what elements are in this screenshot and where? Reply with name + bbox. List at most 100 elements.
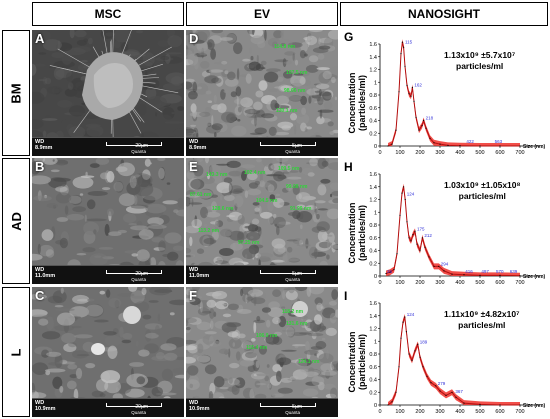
measurement-label: 99.08 nm [286, 184, 308, 190]
sem-texture [32, 287, 184, 417]
scale-bar-label: 20µm [135, 271, 148, 277]
y-tick-label: 1.2 [369, 68, 377, 74]
row-label-l-text: L [8, 348, 24, 356]
scale-bar [106, 270, 162, 274]
data-point [419, 356, 421, 358]
peak-label: 212 [424, 233, 432, 238]
data-point [415, 116, 417, 118]
data-point [406, 84, 408, 86]
data-point [391, 143, 393, 145]
x-tick-label: 600 [495, 150, 504, 156]
sem-info-bar: WD 10.9mm 5µm Quanta [186, 398, 338, 417]
instrument-label: Quanta [285, 277, 300, 282]
peak-label: 189 [420, 339, 428, 344]
y-tick-label: 0 [374, 274, 377, 280]
wd-value: 10.9mm [189, 406, 210, 412]
data-point [404, 316, 406, 318]
wd-value: 8.9mm [189, 145, 207, 151]
header-ev: EV [186, 2, 338, 26]
working-distance: WD 8.9mm [189, 139, 206, 151]
x-axis-label: Size (nm) [523, 403, 546, 409]
data-point [421, 237, 423, 239]
measurement-label: 106.9 nm [256, 333, 278, 339]
y-tick-label: 0.4 [369, 378, 377, 384]
sem-texture [32, 158, 184, 284]
scale-bar-label: 20µm [135, 143, 148, 149]
y-tick-label: 1 [374, 339, 377, 345]
measurement-label: 109.5 nm [278, 166, 300, 172]
data-point [463, 274, 465, 276]
peak-label: 124 [407, 312, 415, 317]
row-label-l: L [2, 287, 30, 417]
wd-value: 8.9mm [35, 145, 53, 151]
data-point [433, 265, 435, 267]
wd-label: WD [35, 139, 45, 145]
scale-bar [260, 403, 316, 407]
data-point [479, 403, 481, 405]
data-point [479, 145, 481, 147]
panel-letter-c: C [35, 288, 45, 303]
measurement-label: 98.66 nm [284, 88, 306, 94]
measurement-label: 124.1 nm [298, 359, 320, 365]
working-distance: WD 11.0mm [35, 267, 55, 279]
peak-label: 497 [481, 269, 489, 274]
data-point [403, 186, 405, 188]
data-point [419, 249, 421, 252]
y-tick-label: 0.6 [369, 365, 377, 371]
x-tick-label: 500 [475, 150, 484, 156]
scale-bar-label: 5µm [292, 271, 302, 277]
data-point [463, 402, 465, 404]
concentration-annotation: 1.11x10⁹ ±4.82x10⁷ particles/ml [444, 309, 520, 330]
data-point [428, 256, 430, 258]
concentration-annotation: 1.13x10⁹ ±5.7x10⁷ particles/ml [444, 50, 516, 71]
data-point [402, 321, 404, 323]
peak-label: 422 [466, 139, 474, 144]
data-point [519, 275, 521, 277]
panel-letter-b: B [35, 159, 45, 174]
sem-info-bar: WD 8.9mm 20µm Quanta [32, 137, 184, 156]
sem-panel-d: D WD 8.9mm 5µm Quanta 114.8 nm 107.5 nm 98.66 n… [186, 30, 338, 156]
data-point [405, 331, 407, 333]
data-point [417, 343, 419, 345]
data-point [399, 214, 401, 216]
nanosight-plot-g: 0 0.2 0.4 0.6 0.8 1 1.2 1.4 1.6 0 100 200 300 400 500 6… [340, 28, 550, 160]
x-axis-label: Size (nm) [523, 144, 546, 150]
y-tick-label: 0.4 [369, 119, 377, 125]
data-point [408, 93, 410, 95]
data-point [425, 127, 427, 129]
scale-bar-label: 5µm [292, 404, 302, 410]
data-point [445, 394, 447, 396]
working-distance: WD 10.9mm [35, 400, 56, 412]
panel-letter-a: A [35, 31, 45, 46]
header-nanosight-text: NANOSIGHT [408, 7, 480, 21]
data-point [418, 129, 420, 131]
data-point [439, 390, 441, 392]
peak-label: 124 [407, 191, 415, 196]
x-tick-label: 500 [475, 280, 484, 286]
y-tick-label: 0 [374, 144, 377, 150]
wd-label: WD [189, 139, 199, 145]
data-point [422, 366, 424, 368]
data-point [401, 192, 403, 194]
measurement-label: 113.2 nm [198, 228, 220, 234]
y-tick-label: 0.2 [369, 390, 377, 396]
sem-info-bar: WD 10.9mm 20µm Quanta [32, 398, 184, 417]
data-point [479, 274, 481, 276]
x-tick-label: 400 [455, 409, 464, 415]
y-axis-label: Concentration (particles/ml) [344, 317, 370, 407]
plot-svg: 0 0.2 0.4 0.6 0.8 1 1.2 1.4 1.6 0 100 200 300 400 500 6… [369, 301, 540, 415]
concentration-annotation: 1.03x10⁹ ±1.05x10⁸ particles/ml [444, 180, 521, 201]
instrument-label: Quanta [285, 410, 300, 415]
working-distance: WD 8.9mm [35, 139, 52, 151]
x-tick-label: 400 [455, 280, 464, 286]
data-point [387, 404, 389, 406]
row-label-bm: BM [2, 30, 30, 156]
peak-label: 563 [495, 139, 503, 144]
y-tick-label: 0.8 [369, 223, 377, 229]
sem-panel-c: C WD 10.9mm 20µm Quanta [32, 287, 184, 417]
x-tick-label: 400 [455, 150, 464, 156]
data-point [430, 382, 432, 384]
header-ev-text: EV [253, 7, 270, 21]
data-point [395, 129, 397, 131]
